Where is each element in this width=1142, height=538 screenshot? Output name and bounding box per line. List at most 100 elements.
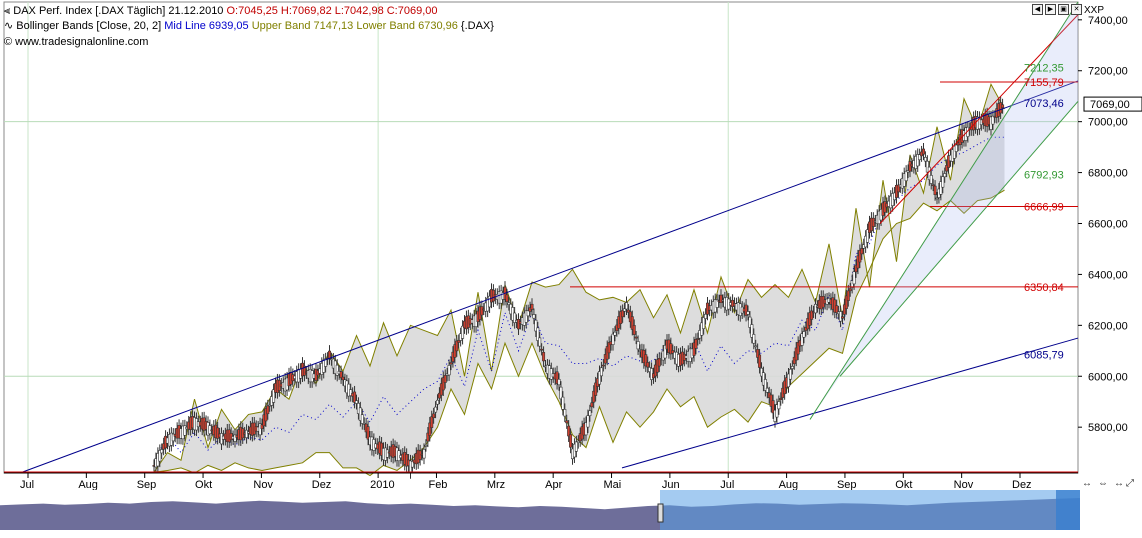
candle-body (565, 420, 569, 424)
zoom-in-icon[interactable]: ↔ (1114, 478, 1124, 489)
y-tick-label: 6000,00 (1088, 371, 1128, 383)
y-tick-label: 6600,00 (1088, 218, 1128, 230)
candle-body (619, 311, 623, 324)
candle-body (410, 461, 414, 468)
lower-band-label: Lower Band 6730,96 (356, 20, 458, 32)
candle-body (941, 176, 945, 188)
candle-body (871, 217, 875, 227)
candle-body (516, 318, 520, 330)
candle-body (358, 407, 362, 421)
candle-body (646, 362, 650, 368)
candle-body (796, 342, 800, 355)
candle-body (1001, 104, 1005, 108)
scroll-left-button[interactable]: ◀ (1032, 4, 1043, 15)
candle-body (756, 349, 760, 358)
overview-right-handle[interactable] (1056, 490, 1080, 530)
long-channel-lower-line (621, 337, 1079, 469)
candle-body (952, 145, 956, 159)
candle-body (505, 294, 509, 303)
candle-body (663, 344, 667, 359)
candle-body (513, 312, 517, 323)
overview-left-handle[interactable] (657, 503, 664, 523)
candle-body (761, 372, 765, 386)
candle-body (385, 449, 389, 458)
candle-body (792, 356, 796, 365)
candle-body (258, 423, 262, 436)
candle-body (266, 405, 270, 415)
candle-body (574, 441, 578, 452)
x-tick-label: Apr (545, 479, 562, 491)
candle-body (788, 368, 792, 380)
candle-body (233, 434, 237, 442)
candle-body (626, 309, 630, 313)
candle-body (657, 357, 661, 367)
candle-body (802, 331, 806, 338)
candle-body (366, 426, 370, 440)
scroll-right-button[interactable]: ▶ (1045, 4, 1056, 15)
candle-body (434, 406, 438, 413)
candle-body (752, 334, 756, 344)
candle-body (443, 375, 447, 383)
candle-body (341, 376, 345, 381)
candle-body (759, 367, 763, 377)
candle-body (771, 400, 775, 414)
candle-body (866, 229, 870, 243)
candle-body (158, 450, 162, 462)
candle-body (748, 316, 752, 328)
price-level-label: 6085,79 (1024, 349, 1064, 361)
expand-icon[interactable]: ⤢ (1126, 478, 1134, 489)
candle-body (929, 175, 933, 184)
x-tick-label: Mrz (487, 479, 505, 491)
candle-body (704, 313, 708, 319)
x-tick-label: Nov (954, 479, 974, 491)
scroll-both-icon[interactable]: ⇔ (1098, 478, 1108, 489)
candle-body (754, 345, 758, 348)
candle-body (954, 144, 958, 152)
candle-body (931, 184, 935, 187)
candle-body (933, 185, 937, 196)
price-level-label: 6350,84 (1024, 282, 1064, 294)
x-tick-label: Feb (428, 479, 447, 491)
candle-body (588, 410, 592, 417)
zoom-out-icon[interactable]: ↔ (1082, 478, 1092, 489)
candle-body (567, 425, 571, 437)
candle-body (447, 365, 451, 376)
candle-body (597, 371, 601, 385)
candle-body (532, 314, 536, 319)
candle-body (540, 348, 544, 351)
candle-body (790, 366, 794, 369)
candle-body (750, 324, 754, 338)
candle-body (786, 373, 790, 388)
x-tick-label: Okt (895, 479, 912, 491)
indicator-icon: ∿ (4, 20, 14, 32)
candle-body (536, 327, 540, 341)
candle-body (700, 322, 704, 336)
candle-body (160, 449, 164, 454)
candle-body (702, 317, 706, 329)
candle-body (636, 341, 640, 350)
plot-area[interactable] (3, 1, 1079, 474)
candle-body (272, 389, 276, 403)
candle-body (923, 157, 927, 162)
close-button[interactable]: ✕ (1071, 4, 1082, 15)
candle-body (852, 271, 856, 285)
candle-body (599, 367, 603, 377)
candle-body (339, 371, 343, 379)
candle-body (354, 400, 358, 404)
candle-body (858, 250, 862, 263)
candle-body (763, 379, 767, 391)
x-tick-label: Dez (312, 479, 332, 491)
overview-selection[interactable] (660, 490, 1080, 530)
candle-body (854, 264, 858, 273)
candle-body (559, 386, 563, 400)
candle-body (563, 409, 567, 417)
candle-body (719, 294, 723, 304)
candle-body (245, 429, 249, 438)
restore-button[interactable]: ▣ (1058, 4, 1069, 15)
candle-body (621, 310, 625, 318)
long-channel-upper-line (21, 80, 1079, 473)
copyright-label: © www.tradesignalonline.com (4, 36, 149, 48)
candle-body (611, 333, 615, 345)
